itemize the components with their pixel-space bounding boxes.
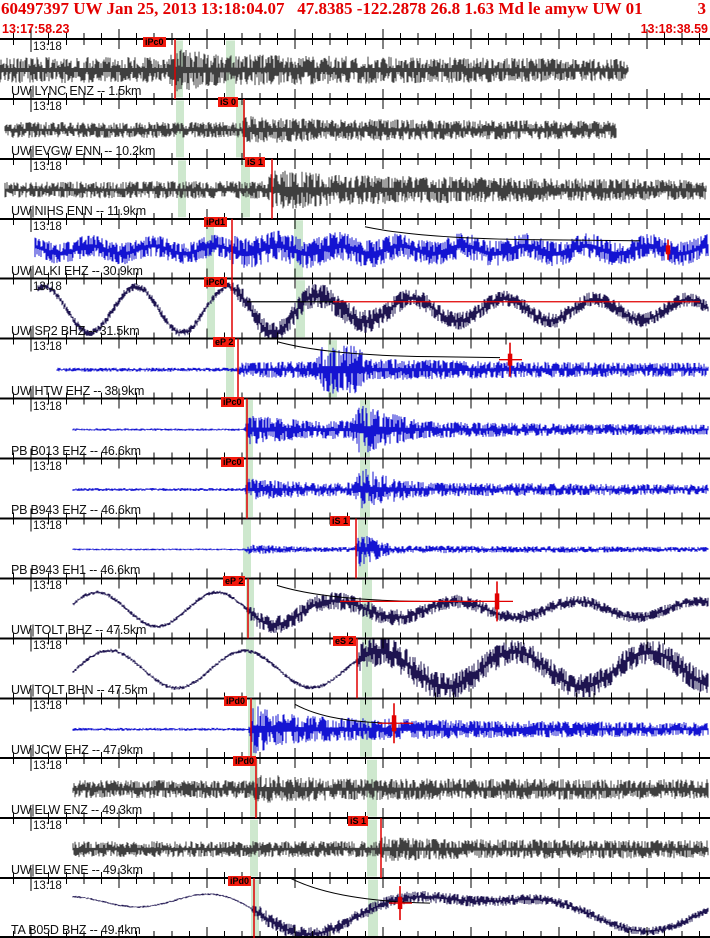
event-header: 60497397 UW Jan 25, 2013 13:18:04.07 47.… <box>1 0 643 18</box>
waveform-trace[interactable] <box>56 345 709 394</box>
waveform-trace[interactable] <box>4 116 617 143</box>
station-label: UW|ALKI EHZ -- 30.9km <box>11 263 143 278</box>
trace-minute-label: 13:18 <box>33 41 62 53</box>
trace-minute-label: 13:18 <box>33 220 62 233</box>
station-label: UW|HTW EHZ -- 38.9km <box>11 383 145 398</box>
coda-decay-curve <box>276 341 501 359</box>
pick-flag[interactable]: iS 0 <box>218 96 239 107</box>
station-label: UW|SP2 BHZ -- 31.5km <box>11 323 140 338</box>
waveform-trace[interactable] <box>72 706 709 754</box>
waveform-trace[interactable] <box>0 49 629 92</box>
pick-flag[interactable]: eS 2 <box>333 636 356 647</box>
waveform-trace[interactable] <box>37 282 709 338</box>
trace-panel[interactable]: 13:18 UW|EVGW ENN -- 10.2km iS 0 <box>0 96 710 159</box>
station-label: PB B013 EHZ -- 46.6km <box>11 443 141 458</box>
trace-panel[interactable]: 13:18 UW|ALKI EHZ -- 30.9km iPd1 <box>0 216 710 279</box>
coda-decay-curve <box>364 226 641 242</box>
arrival-window-band <box>243 519 251 577</box>
pick-flag[interactable]: iPc0 <box>204 276 227 287</box>
arrival-window-band <box>226 340 234 398</box>
coda-duration-handle[interactable] <box>665 245 671 255</box>
trace-minute-label: 13:18 <box>33 820 62 833</box>
pick-flag[interactable]: iPc0 <box>221 456 244 467</box>
trace-panel[interactable]: 13:18 UW|JCW EHZ -- 47.9km iPd0 <box>0 696 710 758</box>
pick-flag[interactable]: eP 2 <box>213 336 236 347</box>
waveform-trace[interactable] <box>72 891 709 937</box>
station-label: PB B943 EHZ -- 46.6km <box>11 503 141 518</box>
arrival-window-band <box>207 280 215 338</box>
waveform-trace[interactable] <box>72 536 709 567</box>
pick-flag[interactable]: iPd0 <box>228 876 252 887</box>
trace-minute-label: 13:18 <box>33 580 62 593</box>
waveform-trace[interactable] <box>72 406 709 453</box>
pick-flag[interactable]: iPc0 <box>221 396 244 407</box>
trace-panel[interactable]: 13:18 UW|HTW EHZ -- 38.9km eP 2 <box>0 336 710 399</box>
window-end-time: 13:18:38.59 <box>640 22 708 36</box>
station-label: UW|TOLT BHN -- 47.5km <box>11 683 148 698</box>
waveform-trace[interactable] <box>72 836 709 862</box>
station-label: UW|JCW EHZ -- 47.9km <box>11 743 143 758</box>
trace-minute-label: 13:18 <box>33 160 62 173</box>
coda-duration-handle[interactable] <box>397 897 403 910</box>
trace-minute-label: 13:18 <box>33 880 62 893</box>
trace-minute-label: 13:18 <box>33 340 62 353</box>
arrival-window-band <box>246 639 254 697</box>
trace-panel[interactable]: 13:18 UW|ELW ENZ -- 49.3km iPd0 <box>0 756 710 818</box>
station-label: UW|ELW ENZ -- 49.3km <box>11 803 142 818</box>
pick-flag[interactable]: eP 2 <box>223 576 246 587</box>
trace-panel[interactable]: 13:18 UW|ELW ENE -- 49.3km iS 1 <box>0 816 710 878</box>
pick-flag[interactable]: iPd0 <box>224 696 248 707</box>
trace-panel[interactable]: 13:18 UW|LYNC ENZ -- 1.5km iPc0 <box>0 37 710 99</box>
trace-minute-label: 13:18 <box>33 280 62 293</box>
trace-minute-label: 13:18 <box>33 700 62 713</box>
coda-duration-handle[interactable] <box>391 715 397 732</box>
trace-panel[interactable]: 13:18 PB B943 EH1 -- 46.6km iS 1 <box>0 516 710 578</box>
station-label: UW|EVGW ENN -- 10.2km <box>11 143 156 158</box>
waveform-trace[interactable] <box>72 775 709 803</box>
trace-minute-label: 13:18 <box>33 760 62 773</box>
trace-minute-label: 13:18 <box>33 400 62 413</box>
window-start-time: 13:17:58.23 <box>2 22 70 36</box>
station-label: UW|NIHS ENN -- 11.9km <box>11 203 146 218</box>
trace-panel[interactable]: 13:18 TA B05D BHZ -- 49.4km iPd0 <box>0 876 710 938</box>
page-number: 3 <box>697 0 707 18</box>
pick-flag[interactable]: iS 1 <box>245 156 266 167</box>
station-label: TA B05D BHZ -- 49.4km <box>11 922 141 937</box>
pick-flag[interactable]: iS 1 <box>348 816 369 827</box>
waveform-trace[interactable] <box>72 469 709 509</box>
pick-flag[interactable]: iPc0 <box>143 37 166 47</box>
arrival-window-band <box>362 639 372 697</box>
station-label: PB B943 EH1 -- 46.6km <box>11 563 141 578</box>
coda-duration-handle[interactable] <box>494 593 500 610</box>
station-label: UW|TOLT BHZ -- 47.5km <box>11 623 147 638</box>
trace-panel[interactable]: 13:18 UW|TOLT BHN -- 47.5km eS 2 <box>0 636 710 698</box>
pick-flag[interactable]: iS 1 <box>330 516 351 527</box>
trace-minute-label: 13:18 <box>33 520 62 533</box>
station-label: UW|LYNC ENZ -- 1.5km <box>11 83 142 98</box>
trace-minute-label: 13:18 <box>33 640 62 653</box>
trace-panel[interactable]: 13:18 UW|SP2 BHZ -- 31.5km iPc0 <box>0 276 710 339</box>
trace-minute-label: 13:18 <box>33 460 62 473</box>
trace-panel[interactable]: 13:18 PB B943 EHZ -- 46.6km iPc0 <box>0 456 710 519</box>
waveform-trace[interactable] <box>4 170 707 209</box>
coda-duration-handle[interactable] <box>507 353 513 366</box>
trace-panel[interactable]: 13:18 UW|TOLT BHZ -- 47.5km eP 2 <box>0 576 710 638</box>
coda-decay-curve <box>289 877 431 904</box>
trace-panel[interactable]: 13:18 UW|NIHS ENN -- 11.9km iS 1 <box>0 156 710 219</box>
pick-flag[interactable]: iPd0 <box>233 756 257 767</box>
trace-minute-label: 13:18 <box>33 100 62 113</box>
trace-panel[interactable]: 13:18 PB B013 EHZ -- 46.6km iPc0 <box>0 396 710 459</box>
station-label: UW|ELW ENE -- 49.3km <box>11 863 143 878</box>
waveform-trace[interactable] <box>72 639 709 698</box>
waveform-trace[interactable] <box>34 230 709 269</box>
pick-flag[interactable]: iPd1 <box>204 216 228 227</box>
